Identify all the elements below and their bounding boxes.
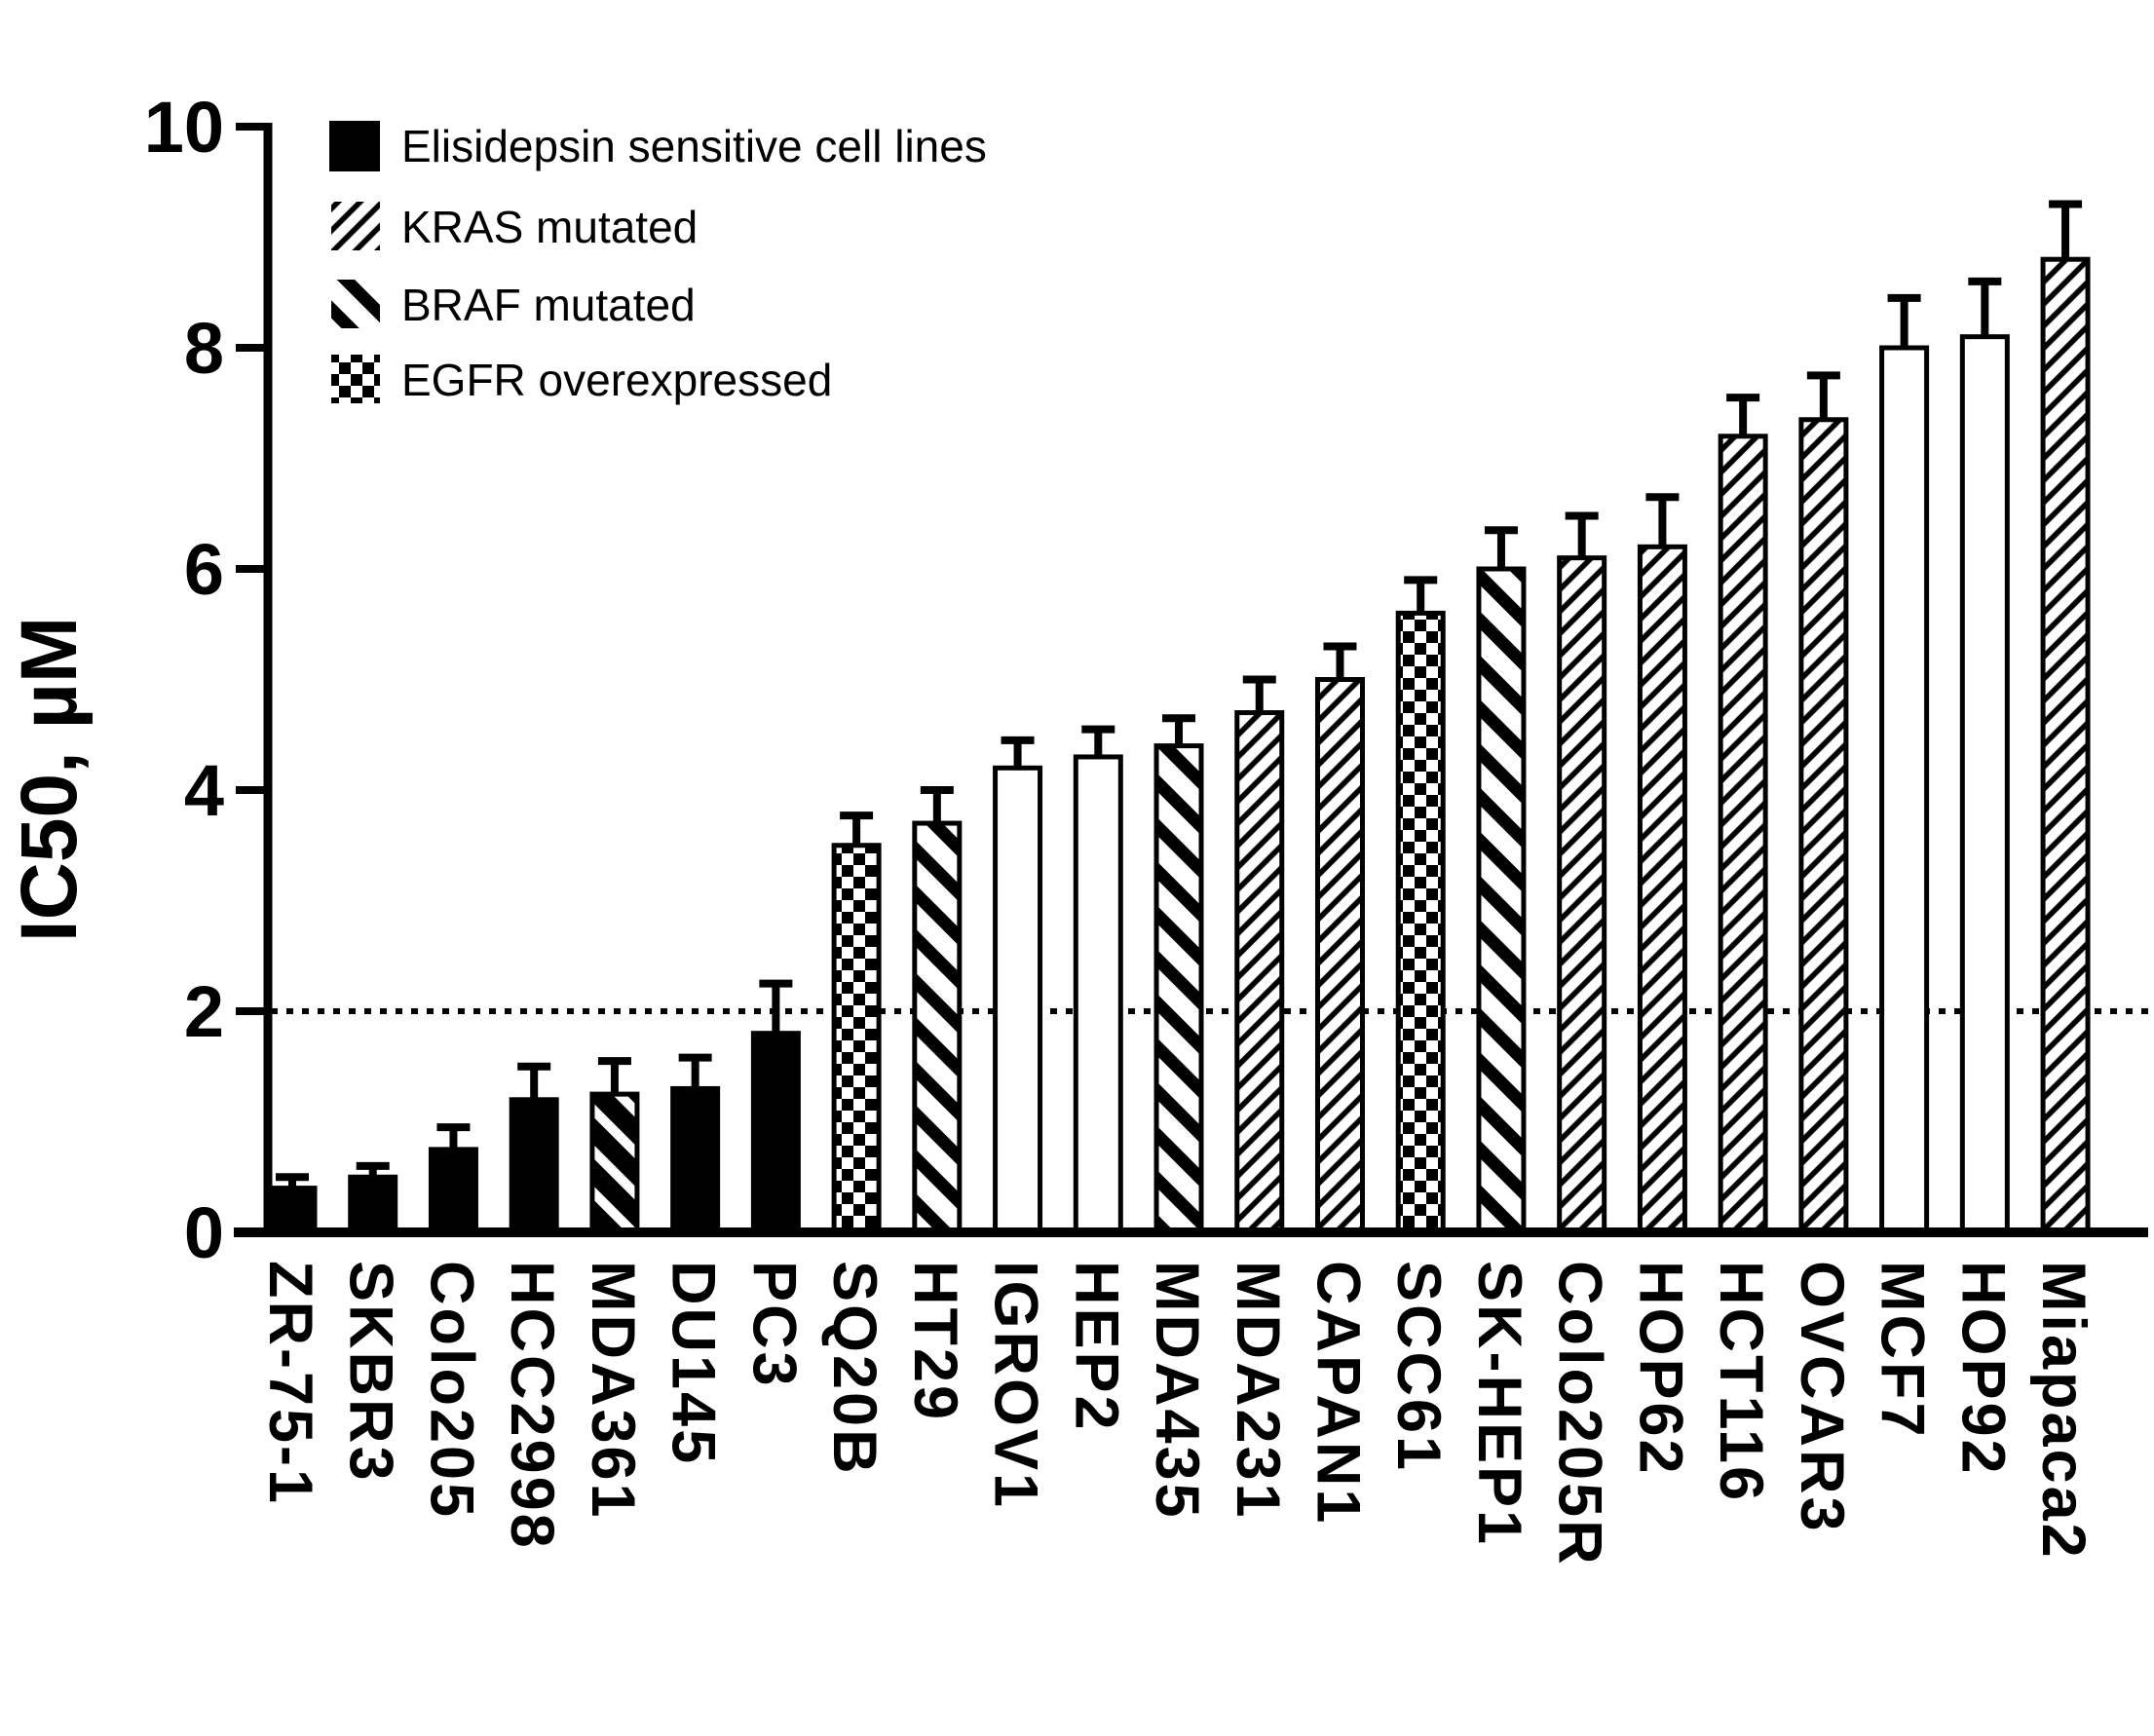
x-axis-label-HT29: HT29 xyxy=(901,1261,969,1422)
x-axis-label-HEP2: HEP2 xyxy=(1062,1261,1130,1433)
x-axis-label-Miapaca2: Miapaca2 xyxy=(2029,1261,2097,1561)
bold-diagonal-stripe-swatch-icon xyxy=(331,280,380,328)
x-axis-label-OVCAR3: OVCAR3 xyxy=(1788,1261,1856,1534)
y-tick-label: 0 xyxy=(184,1192,224,1273)
bar-CAPAN1 xyxy=(1314,677,1365,1235)
x-axis-label-MDA231: MDA231 xyxy=(1224,1261,1292,1521)
legend-label: EGFR overexpressed xyxy=(401,355,832,405)
thin-diagonal-hatch-swatch-icon xyxy=(331,202,380,250)
legend-label: Elisidepsin sensitive cell lines xyxy=(401,121,987,171)
x-axis-label-IGROV1: IGROV1 xyxy=(982,1261,1050,1510)
bar-Colo205R xyxy=(1557,555,1607,1235)
y-tick-label: 8 xyxy=(184,308,224,389)
legend-label: BRAF mutated xyxy=(401,280,696,330)
bar-IGROV1 xyxy=(993,765,1043,1235)
bar-MDA435 xyxy=(1153,743,1204,1235)
y-tick-label: 4 xyxy=(184,750,224,831)
x-axis-label-HOP62: HOP62 xyxy=(1626,1261,1694,1477)
bar-DU145 xyxy=(670,1085,721,1235)
bar-HCC2998 xyxy=(509,1097,559,1235)
x-axis-label-Colo205: Colo205 xyxy=(417,1261,485,1520)
x-axis-label-ZR-75-1: ZR-75-1 xyxy=(256,1261,324,1506)
y-tick-label: 6 xyxy=(184,529,224,610)
legend-label: KRAS mutated xyxy=(401,202,698,252)
bar-SCC61 xyxy=(1395,610,1446,1235)
bar-ZR-75-1 xyxy=(267,1186,318,1235)
bar-SQ20B xyxy=(831,843,882,1235)
x-axis-label-MCF7: MCF7 xyxy=(1869,1261,1937,1440)
x-axis-label-SKBR3: SKBR3 xyxy=(337,1261,405,1484)
x-axis-label-MDA435: MDA435 xyxy=(1143,1261,1211,1521)
x-axis-label-SQ20B: SQ20B xyxy=(820,1261,888,1477)
legend-item-egfr: EGFR overexpressed xyxy=(331,355,832,405)
x-axis-label-SCC61: SCC61 xyxy=(1384,1261,1453,1473)
x-axis-label-MDA361: MDA361 xyxy=(579,1261,647,1521)
x-axis-label-CAPAN1: CAPAN1 xyxy=(1304,1261,1372,1526)
bar-Colo205 xyxy=(428,1147,478,1235)
bar-PC3 xyxy=(750,1031,801,1235)
bar-HCT116 xyxy=(1718,434,1768,1235)
y-tick-label: 2 xyxy=(184,971,224,1052)
bar-Miapaca2 xyxy=(2040,256,2091,1235)
legend-item-sensitive: Elisidepsin sensitive cell lines xyxy=(329,121,987,171)
bar-HT29 xyxy=(912,820,963,1235)
x-axis-label-HCC2998: HCC2998 xyxy=(498,1261,566,1551)
plot-area: 0 2 4 6 8 10 ZR-75-1 SKBR3 Colo205 HCC2998 MDA361 D… xyxy=(144,87,2097,1567)
x-axis-label-SK-HEP1: SK-HEP1 xyxy=(1465,1261,1533,1547)
bar-HEP2 xyxy=(1073,754,1123,1235)
bar-SKBR3 xyxy=(348,1174,398,1235)
x-axis-label-Colo205R: Colo205R xyxy=(1546,1261,1614,1567)
checkerboard-swatch-icon xyxy=(331,355,380,403)
bar-MDA361 xyxy=(589,1091,640,1235)
y-axis-title: IC50, µM xyxy=(5,617,94,942)
bar-MDA231 xyxy=(1234,710,1285,1235)
legend-item-braf: BRAF mutated xyxy=(331,280,696,330)
solid-black-swatch-icon xyxy=(329,121,380,171)
bar-HOP62 xyxy=(1637,544,1687,1235)
legend-item-kras: KRAS mutated xyxy=(331,202,698,252)
x-axis-label-PC3: PC3 xyxy=(739,1261,808,1389)
bar-OVCAR3 xyxy=(1798,417,1849,1235)
legend: Elisidepsin sensitive cell lines KRAS mu… xyxy=(329,121,987,405)
bar-HOP92 xyxy=(1959,334,2010,1235)
x-axis-label-DU145: DU145 xyxy=(660,1261,728,1466)
x-axis-label-HOP92: HOP92 xyxy=(1948,1261,2017,1477)
y-tick-label: 10 xyxy=(144,87,224,168)
bar-MCF7 xyxy=(1879,345,1930,1235)
x-axis-label-HCT116: HCT116 xyxy=(1707,1261,1775,1503)
bar-SK-HEP1 xyxy=(1476,566,1527,1235)
